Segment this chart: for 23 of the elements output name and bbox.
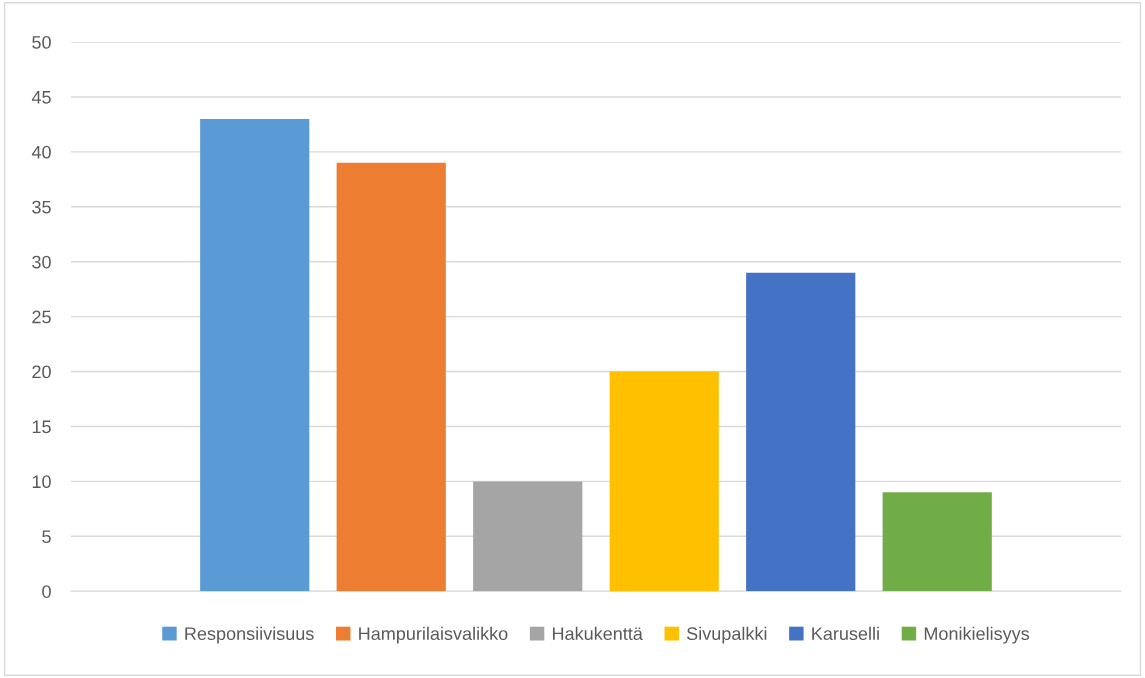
y-tick-label: 35 bbox=[32, 200, 51, 214]
legend-label: Hakukenttä bbox=[553, 626, 643, 641]
y-tick-label: 15 bbox=[32, 420, 51, 434]
bar bbox=[200, 118, 310, 592]
bar bbox=[609, 371, 719, 592]
legend-label: Hampurilaisvalikko bbox=[359, 626, 508, 644]
legend-label: Karuselli bbox=[812, 626, 879, 641]
y-tick-label: 40 bbox=[31, 145, 51, 159]
y-tick-label: 45 bbox=[31, 91, 51, 104]
legend-label: Monikielisyys bbox=[924, 626, 1030, 644]
bar bbox=[473, 481, 583, 592]
legend-label: Responsiivisuus bbox=[185, 626, 314, 644]
bar bbox=[746, 272, 856, 592]
legend-label: Sivupalkki bbox=[687, 626, 767, 644]
y-tick-label: 5 bbox=[42, 530, 51, 544]
y-tick-label: 30 bbox=[32, 255, 51, 269]
y-tick-label: 25 bbox=[32, 310, 51, 324]
y-tick-label: 10 bbox=[32, 475, 51, 489]
y-tick-label: 20 bbox=[32, 365, 51, 379]
bar bbox=[336, 162, 446, 592]
y-tick-label: 0 bbox=[42, 585, 51, 598]
bar bbox=[882, 492, 992, 592]
y-tick-label: 50 bbox=[32, 35, 51, 49]
